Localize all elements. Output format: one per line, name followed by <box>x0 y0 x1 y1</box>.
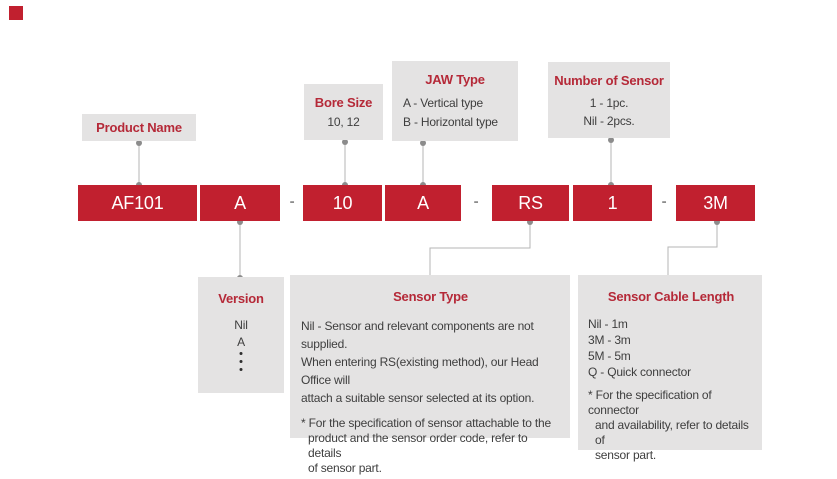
connector-sensor-type <box>429 221 531 277</box>
cable-length-note: * For the specification of connector <box>588 388 712 417</box>
callout-number-of-sensor: Number of Sensor 1 - 1pc. Nil - 2pcs. <box>548 62 670 138</box>
callout-sensor-type: Sensor Type Nil - Sensor and relevant co… <box>290 275 570 475</box>
bore-size-values: 10, 12 <box>327 115 360 129</box>
cable-length-option: Nil - 1m <box>588 317 628 331</box>
code-separator: - <box>473 193 479 210</box>
cable-length-note: and availability, refer to details of <box>595 418 749 447</box>
sensor-count-option: Nil - 2pcs. <box>583 114 635 128</box>
code-segment-version: A <box>200 185 280 221</box>
sensor-type-note: * For the specification of sensor attach… <box>301 416 551 430</box>
code-segment-sensor-count: 1 <box>573 185 652 221</box>
jaw-type-option: B - Horizontal type <box>403 115 498 129</box>
vertical-ellipsis <box>239 352 243 371</box>
cable-length-option: Q - Quick connector <box>588 365 691 379</box>
brand-red-square <box>9 6 23 20</box>
callout-title: Product Name <box>96 120 182 135</box>
connector-sensor-cable-length <box>667 221 718 277</box>
callout-version: Version Nil A <box>198 277 284 393</box>
callout-sensor-cable-length: Sensor Cable Length Nil - 1m 3M - 3m 5M … <box>578 275 762 462</box>
code-separator: - <box>661 193 667 210</box>
code-separator: - <box>289 193 295 210</box>
cable-length-option: 3M - 3m <box>588 333 631 347</box>
version-option: Nil <box>234 318 248 332</box>
callout-bore-size: Bore Size 10, 12 <box>304 84 383 140</box>
callout-title: Sensor Type <box>393 289 468 304</box>
code-segment-jaw: A <box>385 185 461 221</box>
code-segment-bore: 10 <box>303 185 382 221</box>
jaw-type-option: A - Vertical type <box>403 96 483 110</box>
cable-length-option: 5M - 5m <box>588 349 631 363</box>
code-segment-product: AF101 <box>78 185 197 221</box>
sensor-type-text: When entering RS(existing method), our H… <box>301 355 539 387</box>
sensor-type-text: Nil - Sensor and relevant components are… <box>301 319 534 351</box>
callout-jaw-type: JAW Type A - Vertical type B - Horizonta… <box>392 61 518 141</box>
version-option: A <box>237 335 245 349</box>
code-segment-sensor-type: RS <box>492 185 569 221</box>
callout-title: Bore Size <box>314 95 373 110</box>
sensor-type-text: attach a suitable sensor selected at its… <box>301 391 535 405</box>
sensor-type-note: product and the sensor order code, refer… <box>308 431 528 460</box>
callout-title: JAW Type <box>425 72 485 87</box>
cable-length-note: sensor part. <box>595 448 656 462</box>
callout-title: Sensor Cable Length <box>607 289 735 304</box>
callout-title: Number of Sensor <box>554 73 664 88</box>
callout-title: Version <box>218 291 264 306</box>
code-segment-cable-length: 3M <box>676 185 755 221</box>
callout-product-name: Product Name <box>82 114 196 141</box>
sensor-type-note: of sensor part. <box>308 461 382 475</box>
sensor-count-option: 1 - 1pc. <box>589 96 629 110</box>
